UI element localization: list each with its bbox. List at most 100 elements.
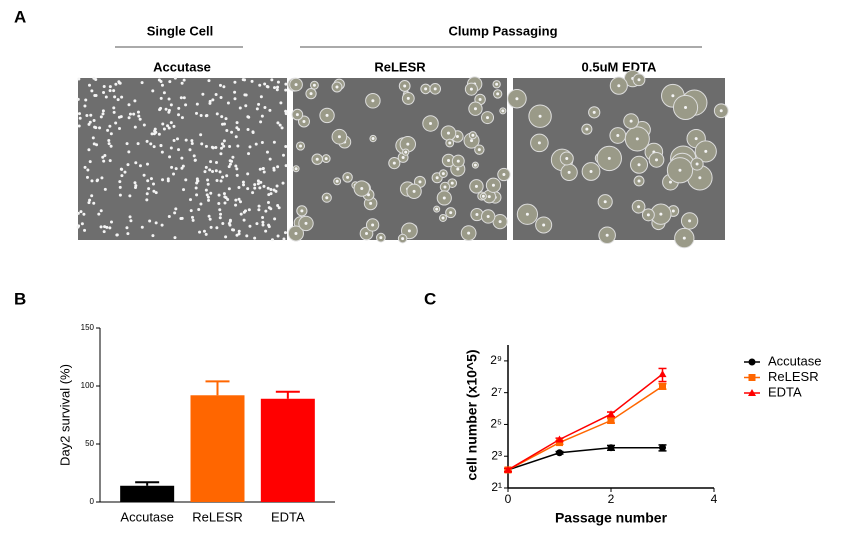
cell (238, 200, 242, 204)
cell (119, 167, 123, 171)
cell (159, 96, 163, 100)
micrographs (76, 69, 729, 249)
cell (688, 219, 692, 223)
cell (371, 99, 375, 103)
cell (184, 178, 188, 182)
cell (267, 225, 271, 229)
cell (222, 122, 226, 126)
cell (404, 150, 408, 154)
cell (209, 225, 213, 229)
cell (217, 193, 221, 197)
cell (276, 203, 280, 207)
cell (204, 144, 208, 148)
cell (206, 195, 210, 199)
cell (204, 232, 208, 236)
cell (199, 133, 203, 137)
cell (138, 164, 142, 168)
cell (365, 232, 369, 236)
cell (190, 215, 194, 219)
cell (169, 146, 173, 150)
cell (170, 165, 174, 169)
cell (225, 174, 229, 178)
cell (167, 110, 171, 114)
cell (270, 238, 274, 242)
cell (93, 125, 97, 129)
cell (190, 139, 194, 143)
cell (164, 107, 168, 111)
bar (190, 395, 245, 502)
cell (128, 215, 132, 219)
y-tick-label: 100 (81, 381, 95, 390)
cell (655, 158, 659, 162)
cell (177, 148, 181, 152)
cell (169, 121, 173, 125)
cell (108, 159, 112, 163)
cell (515, 97, 519, 101)
cell (138, 117, 142, 121)
cell (85, 114, 89, 118)
marker (555, 435, 564, 443)
cell (102, 90, 106, 94)
cell (262, 184, 266, 188)
cell (214, 161, 218, 165)
cell (435, 207, 439, 211)
cell (231, 155, 235, 159)
cell (272, 168, 276, 172)
series-line (507, 446, 663, 471)
cell (83, 104, 87, 108)
cell (246, 115, 250, 119)
cell (538, 114, 542, 118)
cell (262, 170, 266, 174)
cell (106, 128, 110, 132)
cell (219, 96, 223, 100)
y-tick-label: 2³ (491, 448, 502, 462)
cell (208, 101, 212, 105)
cell (671, 209, 675, 213)
cell (94, 94, 98, 98)
cell (261, 223, 265, 227)
cell (309, 92, 313, 96)
cell (565, 156, 569, 160)
cell (542, 223, 546, 227)
x-tick-label: 4 (711, 492, 718, 506)
cell (201, 92, 205, 96)
cell (268, 108, 272, 112)
cell (115, 233, 119, 237)
cell (219, 179, 223, 183)
cell (637, 179, 641, 183)
cell (475, 213, 479, 217)
cell (207, 79, 211, 83)
cell (235, 233, 239, 237)
cell (208, 217, 212, 221)
cell (379, 236, 383, 240)
cell (265, 150, 269, 154)
cell (221, 175, 225, 179)
cell (220, 146, 224, 150)
cell (91, 136, 95, 140)
cell (284, 144, 288, 148)
cell (205, 113, 209, 117)
cell (226, 101, 230, 105)
cell (450, 181, 454, 185)
cell (280, 126, 284, 130)
cell (153, 129, 157, 133)
cell (133, 99, 137, 103)
cell (152, 189, 156, 193)
cell (474, 184, 478, 188)
legend-label: ReLESR (768, 369, 819, 384)
image-title: ReLESR (374, 59, 426, 74)
cell (192, 154, 196, 158)
cell (275, 88, 279, 92)
cell (172, 124, 176, 128)
x-axis-label: Passage number (555, 510, 668, 526)
cell (255, 107, 259, 111)
cell (147, 187, 151, 191)
cell (112, 110, 116, 114)
cell (242, 218, 246, 222)
cell (112, 89, 116, 93)
cell (215, 112, 219, 116)
cell (92, 142, 96, 146)
cell (189, 209, 193, 213)
cell (98, 126, 102, 130)
cell (194, 186, 198, 190)
